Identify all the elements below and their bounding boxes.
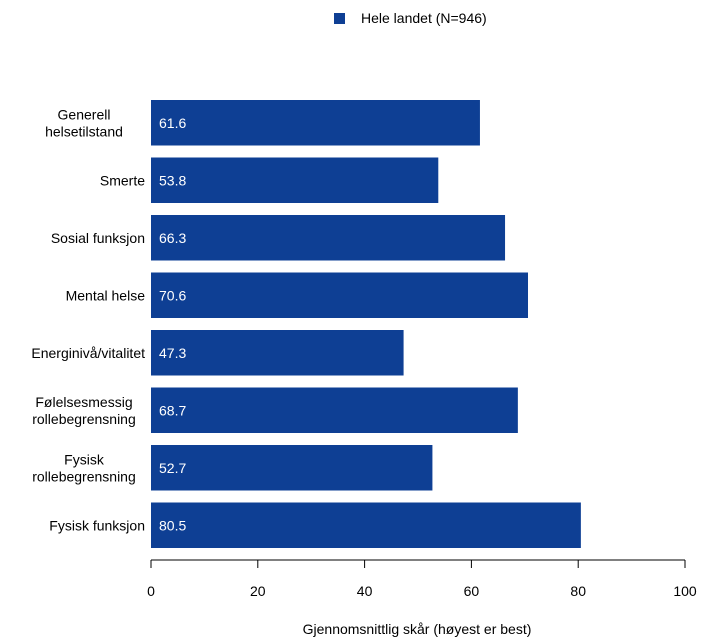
legend-label: Hele landet (N=946) bbox=[361, 10, 487, 26]
value-label-8: 80.5 bbox=[159, 517, 186, 533]
bar-6 bbox=[151, 387, 518, 433]
x-tick-label-40: 40 bbox=[357, 583, 373, 599]
value-label-7: 52.7 bbox=[159, 460, 186, 476]
category-label-3: Sosial funksjon bbox=[51, 230, 145, 246]
category-label-6: Følelsesmessig rollebegrensning bbox=[32, 394, 136, 427]
bar-1 bbox=[151, 100, 480, 146]
bar-8 bbox=[151, 502, 581, 548]
x-axis-title: Gjennomsnittlig skår (høyest er best) bbox=[303, 621, 532, 637]
legend: Hele landet (N=946) bbox=[334, 10, 487, 26]
x-tick-label-100: 100 bbox=[673, 583, 697, 599]
value-label-3: 66.3 bbox=[159, 230, 186, 246]
bar-7 bbox=[151, 445, 433, 491]
value-label-4: 70.6 bbox=[159, 287, 186, 303]
legend-swatch bbox=[334, 13, 345, 24]
bars-group bbox=[151, 100, 581, 548]
bar-5 bbox=[151, 330, 404, 376]
bar-2 bbox=[151, 157, 439, 203]
bar-3 bbox=[151, 215, 506, 261]
x-axis: 0 20 40 60 80 100 bbox=[147, 559, 697, 599]
x-tick-label-80: 80 bbox=[570, 583, 586, 599]
x-tick-label-0: 0 bbox=[147, 583, 155, 599]
value-label-2: 53.8 bbox=[159, 172, 186, 188]
category-label-4: Mental helse bbox=[66, 287, 146, 303]
x-tick-label-60: 60 bbox=[464, 583, 480, 599]
value-label-5: 47.3 bbox=[159, 345, 186, 361]
category-label-2: Smerte bbox=[100, 172, 145, 188]
category-label-1: Generell helsetilstand bbox=[45, 106, 123, 139]
x-tick-label-20: 20 bbox=[250, 583, 266, 599]
value-label-6: 68.7 bbox=[159, 402, 186, 418]
category-label-5: Energinivå/vitalitet bbox=[31, 345, 145, 361]
bar-4 bbox=[151, 272, 529, 318]
value-label-1: 61.6 bbox=[159, 115, 186, 131]
category-label-8: Fysisk funksjon bbox=[49, 517, 145, 533]
category-label-7: Fysisk rollebegrensning bbox=[32, 451, 136, 484]
value-labels: 61.6 53.8 66.3 70.6 47.3 68.7 52.7 80.5 bbox=[159, 115, 186, 534]
category-labels: Generell helsetilstand Smerte Sosial funksj… bbox=[31, 106, 145, 533]
